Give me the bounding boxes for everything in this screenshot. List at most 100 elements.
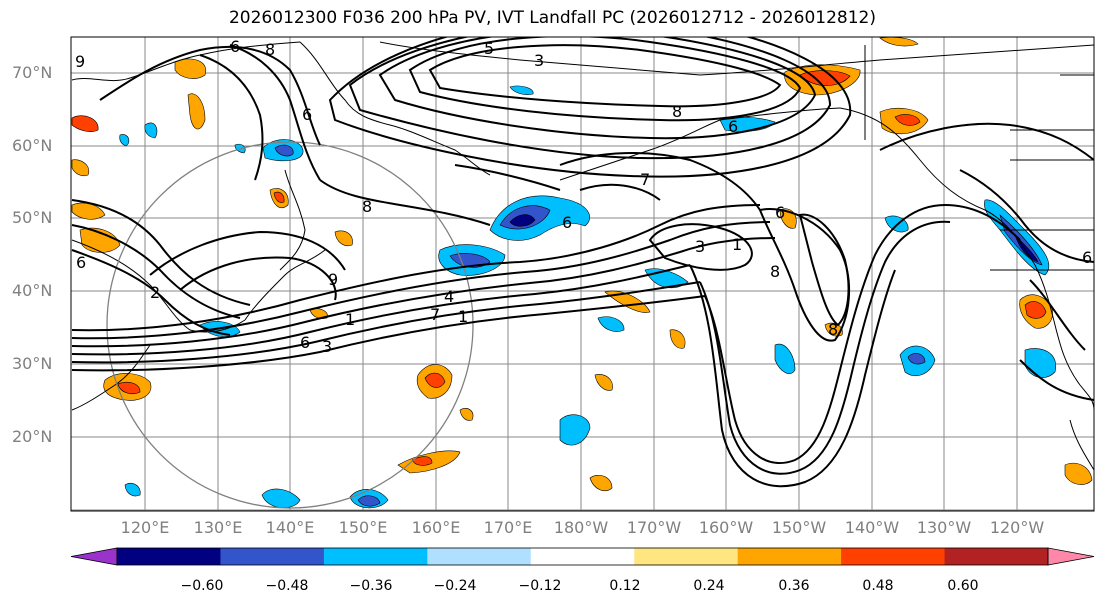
neg-anomaly-blob bbox=[509, 85, 534, 95]
pos-anomaly-blob bbox=[604, 290, 651, 313]
pos-anomaly-blob bbox=[424, 372, 446, 388]
colorbar-label: −0.36 bbox=[350, 578, 393, 594]
colorbar-segment bbox=[323, 548, 428, 565]
neg-anomaly-blob bbox=[124, 482, 141, 497]
lon-label: 120°W bbox=[990, 518, 1045, 537]
lon-label: 180°W bbox=[554, 518, 609, 537]
colorbar-tick-labels: −0.60 −0.48 −0.36 −0.24 −0.12 0.12 0.24 … bbox=[181, 578, 979, 594]
pos-anomaly-blob bbox=[411, 456, 433, 466]
lon-label: 120°E bbox=[121, 518, 170, 537]
pos-anomaly-blob bbox=[309, 308, 328, 319]
neg-anomaly-blob bbox=[357, 495, 381, 507]
contour-label: 9 bbox=[328, 270, 338, 289]
contour-label: 6 bbox=[230, 37, 240, 56]
lon-label: 140°W bbox=[845, 518, 900, 537]
lat-label: 30°N bbox=[12, 354, 52, 373]
neg-anomaly-blob bbox=[597, 316, 625, 332]
pos-anomaly-blob bbox=[79, 227, 121, 253]
lon-label: 160°W bbox=[699, 518, 754, 537]
lon-label: 130°W bbox=[917, 518, 972, 537]
pos-anomaly-blob bbox=[894, 114, 921, 126]
lon-label: 140°E bbox=[266, 518, 315, 537]
colorbar-segment bbox=[530, 548, 635, 565]
pos-anomaly-blob bbox=[334, 230, 353, 247]
colorbar-segment bbox=[427, 548, 532, 565]
contour-label: 6 bbox=[728, 117, 738, 136]
map-title: 2026012300 F036 200 hPa PV, IVT Landfall… bbox=[228, 8, 876, 28]
neg-anomaly-blob bbox=[907, 353, 926, 365]
neg-anomaly-blob bbox=[774, 343, 796, 374]
lat-label: 20°N bbox=[12, 427, 52, 446]
contour-label: 8 bbox=[672, 102, 682, 121]
contour-label: 7 bbox=[640, 170, 650, 189]
contour-labels: 5 3 6 8 6 6 9 8 7 6 1 3 2 9 6 8 8 6 4 7 … bbox=[75, 37, 1092, 356]
contour-label: 8 bbox=[265, 40, 275, 59]
pv-contours bbox=[71, 37, 1094, 488]
pos-anomaly-blob bbox=[71, 202, 106, 220]
pos-anomaly-blob bbox=[71, 159, 90, 177]
lat-label: 50°N bbox=[12, 208, 52, 227]
neg-anomaly-blob bbox=[1024, 348, 1057, 378]
colorbar-segment bbox=[634, 548, 739, 565]
pos-anomaly-blob bbox=[879, 37, 919, 47]
pos-anomaly-blob bbox=[589, 475, 613, 491]
contour-label: 4 bbox=[444, 287, 454, 306]
neg-anomaly-blob bbox=[261, 488, 301, 508]
contour-label: 1 bbox=[732, 235, 742, 254]
lon-label: 150°E bbox=[339, 518, 388, 537]
map-panel: 5 3 6 8 6 6 9 8 7 6 1 3 2 9 6 8 8 6 4 7 … bbox=[71, 37, 1094, 511]
contour-label: 8 bbox=[362, 197, 372, 216]
colorbar-label: 0.36 bbox=[778, 578, 809, 594]
neg-anomaly-blob bbox=[999, 214, 1043, 266]
contour-label: 3 bbox=[695, 237, 705, 256]
contour-label: 9 bbox=[75, 52, 85, 71]
lat-label: 60°N bbox=[12, 136, 52, 155]
coastlines bbox=[71, 41, 1094, 471]
colorbar-segment bbox=[737, 548, 842, 565]
colorbar-frame bbox=[116, 547, 1049, 566]
colorbar-label: 0.24 bbox=[693, 578, 724, 594]
pos-anomaly-blob bbox=[174, 58, 207, 79]
contour-label: 6 bbox=[775, 203, 785, 222]
neg-anomaly-blob bbox=[274, 144, 294, 157]
lat-label: 70°N bbox=[12, 63, 52, 82]
colorbar-label: 0.12 bbox=[609, 578, 640, 594]
contour-label: 8 bbox=[828, 320, 838, 339]
pos-anomaly-blob bbox=[273, 191, 285, 203]
pos-anomaly-blob bbox=[1024, 301, 1047, 319]
colorbar-label: −0.12 bbox=[519, 578, 562, 594]
colorbar-segment bbox=[220, 548, 325, 565]
contour-label: 6 bbox=[1082, 248, 1092, 267]
contour-label: 2 bbox=[150, 283, 160, 302]
pos-anomaly-blob bbox=[187, 93, 206, 130]
colorbar-segment bbox=[944, 548, 1049, 565]
contour-label: 5 bbox=[484, 39, 494, 58]
contour-label: 1 bbox=[458, 307, 468, 326]
colorbar-segments bbox=[70, 547, 1095, 566]
lon-label: 130°E bbox=[194, 518, 243, 537]
contour-label: 6 bbox=[76, 253, 86, 272]
contour-label: 1 bbox=[345, 310, 355, 329]
pv-anomaly-shading bbox=[71, 37, 1093, 509]
colorbar-label: 0.60 bbox=[947, 578, 978, 594]
colorbar: −0.60 −0.48 −0.36 −0.24 −0.12 0.12 0.24 … bbox=[70, 547, 1095, 594]
lon-label: 170°W bbox=[627, 518, 682, 537]
longitude-labels: 120°E 130°E 140°E 150°E 160°E 170°E 180°… bbox=[121, 518, 1045, 537]
colorbar-extend-min bbox=[70, 547, 118, 566]
range-circle bbox=[106, 141, 474, 509]
neg-anomaly-blob bbox=[119, 134, 130, 147]
pos-anomaly-blob bbox=[1064, 462, 1093, 485]
colorbar-segment bbox=[117, 548, 221, 565]
latitude-labels: 70°N 60°N 50°N 40°N 30°N 20°N bbox=[12, 63, 52, 446]
contour-label: 8 bbox=[770, 262, 780, 281]
colorbar-label: −0.48 bbox=[266, 578, 309, 594]
graticule bbox=[71, 37, 1094, 511]
map-frame bbox=[70, 36, 1095, 512]
neg-anomaly-blob bbox=[144, 122, 158, 139]
pos-anomaly-blob bbox=[117, 381, 141, 395]
contour-label: 6 bbox=[300, 333, 310, 352]
lat-label: 40°N bbox=[12, 281, 52, 300]
neg-anomaly-blob bbox=[559, 414, 591, 446]
colorbar-segment bbox=[841, 548, 946, 565]
